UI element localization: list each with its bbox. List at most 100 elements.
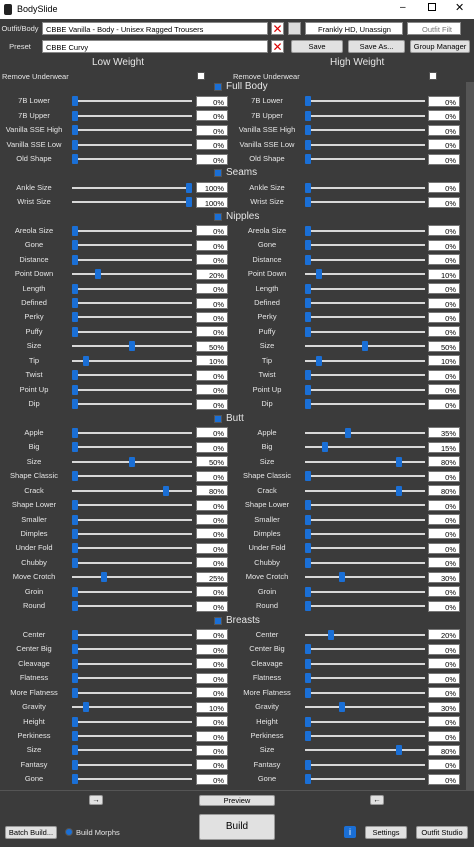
remove-underwear-high-check[interactable]: [429, 72, 437, 80]
slider-value[interactable]: 0%: [428, 326, 460, 338]
slider-value[interactable]: 0%: [428, 773, 460, 785]
slider-value[interactable]: 0%: [196, 672, 228, 684]
slider-thumb[interactable]: [305, 154, 311, 164]
slider-value[interactable]: 50%: [196, 340, 228, 352]
slider-thumb[interactable]: [305, 601, 311, 612]
slider-value[interactable]: 10%: [428, 268, 460, 280]
maximize[interactable]: [428, 3, 436, 11]
slider-value[interactable]: 15%: [428, 441, 460, 453]
slider-thumb[interactable]: [72, 298, 78, 308]
slider-thumb[interactable]: [305, 139, 311, 150]
slider-thumb[interactable]: [305, 759, 311, 770]
slider-value[interactable]: 0%: [428, 514, 460, 525]
slider-thumb[interactable]: [305, 399, 311, 410]
slider-thumb[interactable]: [72, 586, 78, 597]
slider-value[interactable]: 0%: [428, 311, 460, 323]
slider-thumb[interactable]: [305, 528, 311, 539]
slider-value[interactable]: 0%: [196, 542, 228, 554]
slider-value[interactable]: 0%: [196, 499, 228, 511]
slider-value[interactable]: 0%: [428, 557, 460, 569]
slider-thumb[interactable]: [72, 658, 78, 669]
save-as-button[interactable]: Save As...: [348, 40, 405, 53]
slider-thumb[interactable]: [72, 370, 78, 381]
slider-thumb[interactable]: [129, 341, 135, 352]
slider-value[interactable]: 0%: [428, 542, 460, 554]
outfit-studio-button[interactable]: Outfit Studio: [416, 826, 468, 839]
slider-value[interactable]: 0%: [196, 225, 228, 237]
slider-value[interactable]: 0%: [196, 600, 228, 612]
slider-value[interactable]: 0%: [428, 196, 460, 208]
slider-value[interactable]: 0%: [196, 744, 228, 756]
section-check[interactable]: [214, 616, 222, 625]
slider-value[interactable]: 0%: [428, 384, 460, 396]
slider-thumb[interactable]: [305, 370, 311, 381]
slider-value[interactable]: 10%: [196, 701, 228, 713]
slider-thumb[interactable]: [316, 269, 323, 280]
slider-value[interactable]: 0%: [196, 326, 228, 338]
build-button[interactable]: Build: [199, 814, 275, 840]
slider-value[interactable]: 0%: [196, 239, 228, 251]
slider-thumb[interactable]: [339, 572, 346, 583]
slider-value[interactable]: 0%: [428, 110, 460, 122]
slider-value[interactable]: 80%: [428, 744, 460, 756]
slider-value[interactable]: 0%: [428, 658, 460, 670]
minimize[interactable]: –: [400, 2, 406, 13]
slider-thumb[interactable]: [72, 240, 78, 251]
slider-value[interactable]: 20%: [196, 268, 228, 280]
slider-thumb[interactable]: [83, 702, 90, 713]
slider-value[interactable]: 25%: [196, 571, 228, 583]
slider-thumb[interactable]: [72, 774, 78, 785]
slider-thumb[interactable]: [396, 485, 403, 496]
slider-value[interactable]: 0%: [428, 716, 460, 728]
slider-value[interactable]: 100%: [196, 196, 228, 208]
slider-value[interactable]: 0%: [196, 369, 228, 381]
outfit-next[interactable]: [288, 22, 301, 35]
slider-thumb[interactable]: [305, 514, 311, 525]
slider-value[interactable]: 0%: [428, 254, 460, 266]
save-button[interactable]: Save: [291, 40, 343, 53]
slider-value[interactable]: 0%: [196, 384, 228, 396]
section-check[interactable]: [214, 414, 222, 423]
slider-thumb[interactable]: [72, 139, 78, 150]
slider-thumb[interactable]: [72, 154, 78, 164]
slider-thumb[interactable]: [83, 355, 90, 366]
slider-value[interactable]: 0%: [196, 716, 228, 728]
clear-outfit[interactable]: ✕: [271, 22, 284, 36]
slider-thumb[interactable]: [72, 427, 78, 438]
slider-thumb[interactable]: [72, 716, 78, 727]
section-check[interactable]: [214, 83, 222, 91]
slider-value[interactable]: 0%: [428, 687, 460, 699]
preset-combo[interactable]: CBBE Curvy: [42, 40, 268, 53]
slider-value[interactable]: 35%: [428, 427, 460, 439]
slider-thumb[interactable]: [72, 745, 78, 756]
slider-value[interactable]: 0%: [428, 470, 460, 482]
section-check[interactable]: [214, 169, 222, 178]
slider-value[interactable]: 0%: [196, 470, 228, 482]
slider-value[interactable]: 0%: [196, 139, 228, 151]
slider-value[interactable]: 0%: [428, 369, 460, 381]
slider-thumb[interactable]: [305, 225, 311, 236]
slider-thumb[interactable]: [305, 731, 311, 741]
slider-thumb[interactable]: [163, 485, 170, 496]
slider-thumb[interactable]: [396, 456, 403, 467]
slider-value[interactable]: 10%: [196, 355, 228, 367]
slider-thumb[interactable]: [94, 269, 101, 280]
settings-button[interactable]: Settings: [365, 826, 407, 839]
slider-value[interactable]: 0%: [428, 730, 460, 742]
batch-build-button[interactable]: Batch Build...: [5, 826, 57, 839]
section-check[interactable]: [214, 212, 222, 221]
slider-thumb[interactable]: [305, 312, 311, 323]
slider-value[interactable]: 100%: [196, 182, 228, 194]
slider-value[interactable]: 80%: [428, 456, 460, 468]
slider-thumb[interactable]: [72, 326, 78, 337]
slider-thumb[interactable]: [72, 225, 78, 236]
slider-value[interactable]: 80%: [428, 485, 460, 497]
close[interactable]: ✕: [455, 2, 465, 14]
slider-value[interactable]: 50%: [428, 340, 460, 352]
slider-thumb[interactable]: [72, 125, 78, 136]
slider-thumb[interactable]: [362, 341, 368, 352]
slider-thumb[interactable]: [305, 240, 311, 251]
slider-thumb[interactable]: [305, 543, 311, 554]
slider-value[interactable]: 10%: [428, 355, 460, 367]
slider-thumb[interactable]: [305, 673, 311, 684]
